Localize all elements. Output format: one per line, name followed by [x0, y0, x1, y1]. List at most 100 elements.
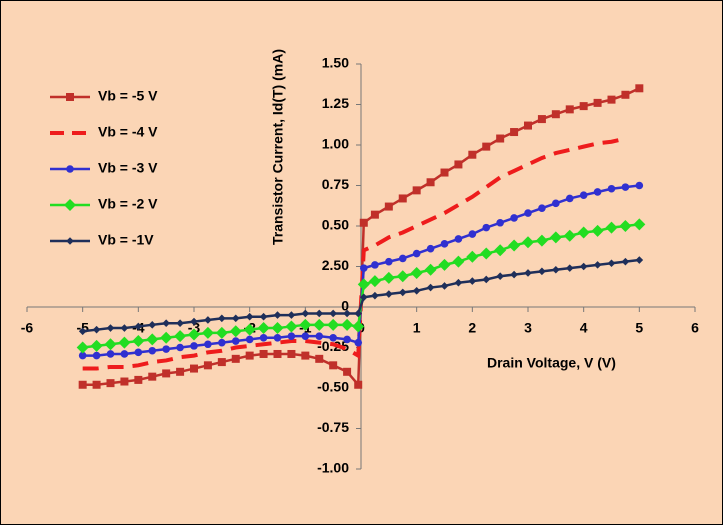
marker — [190, 317, 198, 326]
marker — [341, 318, 354, 331]
marker — [607, 184, 616, 193]
marker — [78, 380, 87, 389]
marker — [522, 236, 534, 249]
marker — [134, 348, 143, 357]
marker — [621, 90, 630, 99]
marker — [370, 210, 379, 219]
marker — [524, 121, 532, 130]
marker — [176, 367, 185, 376]
marker — [577, 226, 590, 239]
marker — [359, 264, 368, 272]
marker — [535, 234, 548, 247]
marker — [359, 293, 368, 302]
marker — [382, 271, 395, 284]
marker — [146, 333, 159, 346]
marker — [440, 282, 449, 290]
x-tick-label: -6 — [21, 320, 34, 336]
marker — [510, 128, 519, 137]
marker — [607, 95, 616, 104]
y-tick-label: 1.50 — [322, 55, 349, 71]
marker — [188, 328, 200, 341]
marker — [287, 311, 296, 319]
marker — [162, 345, 170, 353]
marker — [273, 349, 282, 358]
marker — [549, 231, 562, 244]
x-axis-title: Drain Voltage, V (V) — [487, 355, 616, 371]
marker — [412, 287, 421, 295]
marker — [64, 199, 76, 211]
marker — [190, 342, 198, 350]
marker — [106, 324, 115, 332]
marker — [273, 311, 282, 319]
marker — [106, 350, 115, 358]
marker — [551, 110, 560, 119]
marker — [176, 343, 184, 352]
marker — [259, 333, 268, 342]
y-tick-label: -1.00 — [317, 460, 349, 476]
marker — [496, 218, 504, 227]
marker — [287, 349, 296, 358]
marker — [359, 218, 368, 227]
marker — [524, 209, 532, 217]
marker — [118, 336, 131, 349]
marker — [329, 309, 337, 318]
y-tick-label: 1.00 — [322, 136, 349, 152]
marker — [66, 93, 74, 101]
marker — [385, 257, 393, 266]
marker — [508, 239, 521, 252]
marker — [385, 290, 393, 298]
marker — [354, 380, 363, 389]
marker — [343, 335, 351, 344]
marker — [494, 244, 507, 257]
marker — [452, 255, 465, 268]
y-tick-label: 0.50 — [322, 217, 349, 233]
marker — [412, 249, 421, 258]
marker — [352, 320, 365, 333]
marker — [635, 181, 644, 190]
marker — [120, 377, 129, 386]
marker — [301, 332, 310, 340]
legend-label: Vb = -2 V — [98, 196, 158, 212]
marker — [384, 202, 393, 211]
marker — [621, 257, 630, 266]
marker — [190, 364, 198, 373]
marker — [410, 266, 423, 279]
y-tick-label: 1.25 — [322, 95, 349, 111]
marker — [565, 194, 574, 203]
y-tick-label: 0 — [341, 298, 349, 314]
marker — [120, 350, 129, 358]
marker — [313, 318, 326, 331]
x-tick-label: 3 — [524, 320, 532, 336]
legend-label: Vb = -4 V — [98, 124, 158, 140]
marker — [204, 316, 212, 324]
marker — [371, 261, 379, 269]
marker — [579, 191, 588, 200]
marker — [120, 324, 129, 332]
marker — [565, 264, 574, 272]
y-tick-label: 2.50 — [322, 257, 349, 273]
marker — [245, 335, 254, 344]
marker — [607, 259, 616, 268]
series-line — [82, 136, 626, 371]
marker — [593, 188, 602, 196]
marker — [217, 358, 226, 367]
marker — [66, 237, 74, 245]
x-tick-label: 4 — [580, 320, 588, 336]
marker — [245, 351, 254, 360]
marker — [301, 309, 310, 318]
marker — [162, 319, 170, 327]
marker — [229, 325, 242, 338]
marker — [327, 318, 340, 331]
marker — [579, 262, 588, 271]
marker — [468, 277, 477, 285]
marker — [591, 224, 604, 237]
marker — [354, 309, 363, 318]
marker — [315, 309, 324, 318]
marker — [633, 218, 646, 231]
marker — [563, 229, 576, 242]
marker — [231, 354, 240, 363]
y-tick-label: -0.50 — [317, 379, 349, 395]
legend-label: Vb = -3 V — [98, 160, 158, 176]
marker — [299, 318, 312, 331]
